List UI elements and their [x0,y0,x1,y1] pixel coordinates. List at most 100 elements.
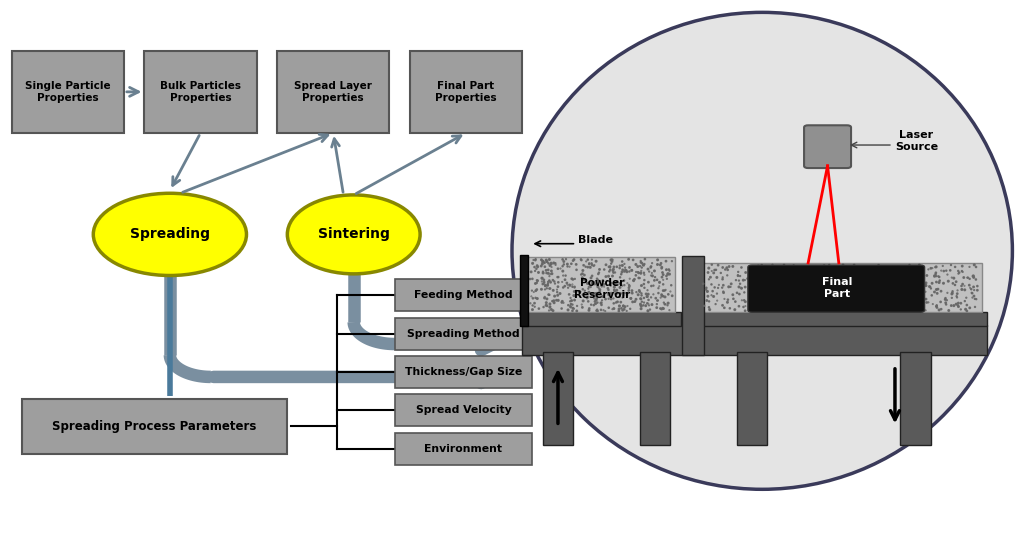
Point [631,286,647,295]
Point [524,305,541,314]
Point [959,273,976,282]
Point [557,276,573,284]
Point [583,300,599,309]
Point [941,306,957,315]
Point [873,272,890,280]
Point [627,275,643,284]
Point [803,269,819,278]
Point [639,292,655,301]
Point [590,269,606,278]
Point [741,267,758,276]
Point [583,273,599,282]
Point [900,274,916,283]
Point [866,270,883,279]
Point [943,261,959,269]
Point [589,294,605,303]
Point [805,283,821,291]
Ellipse shape [288,195,420,274]
Point [571,287,588,296]
Point [574,285,591,294]
Point [535,267,551,276]
Point [935,279,951,288]
Point [728,276,744,284]
Point [880,265,896,274]
Point [865,281,882,290]
Point [658,272,675,280]
Point [852,266,868,275]
Point [962,281,978,290]
Point [781,266,798,274]
Point [633,269,649,278]
Point [851,295,867,304]
Point [773,302,790,311]
Point [604,305,621,314]
Point [918,287,934,296]
Point [938,266,954,275]
Point [615,302,632,311]
Point [823,268,840,277]
Point [640,307,656,316]
Point [788,299,805,308]
Point [950,269,967,278]
Point [760,282,776,290]
Point [628,271,644,280]
Point [698,283,715,292]
Point [775,294,792,303]
Point [869,296,886,305]
Point [639,286,655,295]
Point [618,266,635,275]
Point [852,263,868,272]
Point [743,269,760,278]
Point [804,284,820,293]
Point [881,294,897,302]
Point [657,257,674,266]
Point [753,284,769,293]
Point [542,284,558,293]
Point [562,297,579,306]
Point [833,266,849,274]
Point [589,298,605,307]
Point [656,293,673,301]
Point [950,302,967,311]
Point [722,304,738,313]
Point [539,257,555,266]
Point [628,268,644,277]
Point [715,281,731,290]
Point [919,271,935,280]
Point [911,271,928,280]
Point [910,285,927,294]
Point [827,282,844,291]
Point [848,279,864,288]
Point [709,273,725,282]
Point [815,305,831,314]
Point [535,268,551,277]
Point [754,261,770,269]
Point [623,294,639,303]
Point [912,288,929,296]
Point [597,307,613,316]
Point [929,301,945,310]
Point [550,291,566,300]
Point [563,274,580,283]
Point [585,289,601,298]
Point [890,273,906,282]
Point [865,263,882,272]
Point [818,306,835,315]
Point [524,301,541,310]
Point [903,296,920,305]
Point [601,262,617,271]
Point [885,262,901,271]
Point [624,266,640,275]
Point [944,290,961,299]
Point [587,291,603,300]
Point [611,261,628,270]
Point [903,279,920,288]
Point [600,284,616,293]
Point [632,268,648,277]
Point [572,255,589,264]
Point [786,268,803,277]
Point [841,268,857,277]
Point [785,289,802,298]
Point [586,301,602,310]
Point [709,289,725,298]
